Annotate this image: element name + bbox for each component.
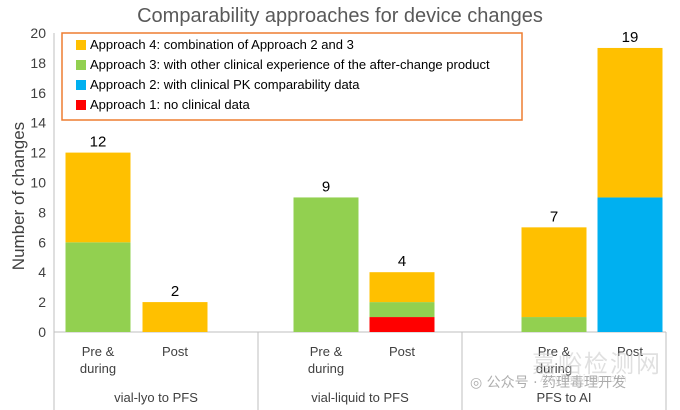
bar-segment-a2 <box>597 197 663 332</box>
legend-label-a1: Approach 1: no clinical data <box>90 97 250 112</box>
bar-segment-a1 <box>369 317 435 332</box>
legend-swatch-a1 <box>76 100 86 110</box>
y-tick-label: 4 <box>38 264 46 280</box>
legend: Approach 4: combination of Approach 2 an… <box>61 32 523 121</box>
y-tick-label: 16 <box>30 85 46 101</box>
y-tick-label: 8 <box>38 204 46 220</box>
bar-segment-a3 <box>369 302 435 318</box>
bar-segment-a3 <box>65 242 131 332</box>
legend-swatch-a2 <box>76 80 86 90</box>
bar-labels: 12 Pre & during 2 Post vial-lyo to PFS 9 Pre & d… <box>80 29 643 405</box>
x-category-label: during <box>80 361 116 376</box>
y-tick-label: 14 <box>30 115 46 131</box>
x-group-label: vial-liquid to PFS <box>311 390 409 405</box>
bar-segment-a4 <box>142 302 208 332</box>
legend-swatch-a3 <box>76 60 86 70</box>
bar-total-label: 12 <box>90 134 107 151</box>
axes: 0 2 4 6 8 10 12 14 16 18 20 <box>30 25 667 410</box>
y-tick-label: 20 <box>30 25 46 41</box>
bar-total-label: 4 <box>398 253 406 270</box>
bar-segment-a3 <box>293 197 359 332</box>
x-category-label: Pre & <box>310 344 343 359</box>
x-category-label: during <box>308 361 344 376</box>
bar-segment-a4 <box>521 227 587 318</box>
bar-segment-a4 <box>369 272 435 303</box>
y-tick-label: 6 <box>38 234 46 250</box>
bar-segment-a3 <box>521 317 587 332</box>
watermark-wechat: ◎ 公众号 · 药理毒理开发 <box>470 372 626 392</box>
watermark-wechat-text: 公众号 · 药理毒理开发 <box>486 375 627 391</box>
watermark-site-name: 嘉峪检测网 <box>532 350 662 378</box>
bar-segment-a4 <box>597 47 663 198</box>
x-category-label: Pre & <box>82 344 115 359</box>
x-group-label: PFS to AI <box>537 390 592 405</box>
bar-segment-a4 <box>65 152 131 243</box>
y-axis-label: Number of changes <box>9 122 28 270</box>
y-tick-label: 12 <box>30 145 46 161</box>
legend-label-a4: Approach 4: combination of Approach 2 an… <box>90 37 354 52</box>
legend-swatch-a4 <box>76 40 86 50</box>
legend-box <box>61 32 523 121</box>
y-tick-label: 10 <box>30 175 46 191</box>
y-tick-label: 2 <box>38 294 46 310</box>
x-category-label: Post <box>162 344 188 359</box>
x-category-label: Pre & <box>538 344 571 359</box>
legend-label-a3: Approach 3: with other clinical experien… <box>90 57 490 72</box>
bar-total-label: 19 <box>622 29 639 46</box>
bar-total-label: 9 <box>322 178 330 195</box>
bar-total-label: 2 <box>171 283 179 300</box>
bars <box>65 47 663 332</box>
chart-title: Comparability approaches for device chan… <box>137 5 543 27</box>
bar-total-label: 7 <box>550 208 558 225</box>
y-tick-label: 0 <box>38 324 46 340</box>
y-tick-label: 18 <box>30 55 46 71</box>
x-category-label: during <box>536 361 572 376</box>
x-group-label: vial-lyo to PFS <box>114 390 198 405</box>
legend-label-a2: Approach 2: with clinical PK comparabili… <box>90 77 360 92</box>
watermark-site-url: AnyTesting.com <box>540 372 627 385</box>
x-category-label: Post <box>617 344 643 359</box>
wechat-icon: ◎ <box>470 375 487 391</box>
x-category-label: Post <box>389 344 415 359</box>
